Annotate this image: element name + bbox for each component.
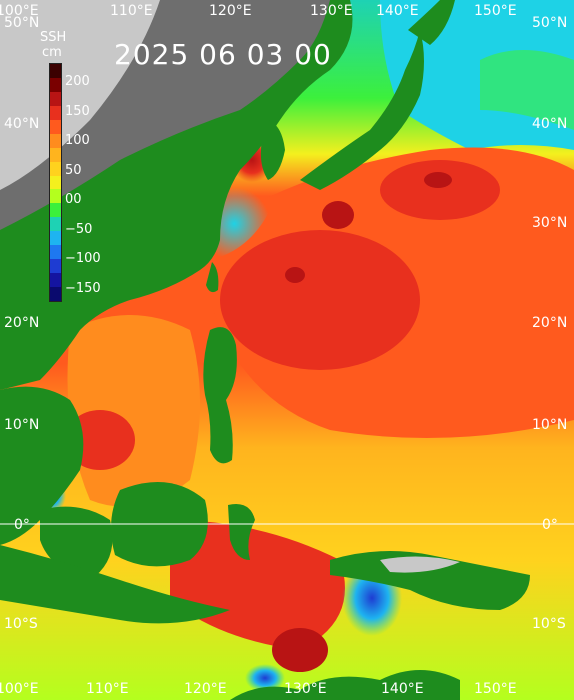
- colorbar-swatch: [50, 217, 61, 232]
- eddy-hot-1: [322, 201, 354, 229]
- scs-ocean: [67, 315, 200, 507]
- subarctic-green: [480, 50, 574, 130]
- lon-label-top-130e: 130°E: [310, 3, 353, 19]
- lat-label-right-10n: 10°N: [532, 417, 568, 433]
- lon-label-bottom-120e: 120°E: [184, 681, 227, 697]
- colorbar: [49, 63, 62, 302]
- colorbar-swatch: [50, 105, 61, 121]
- colorbar-tick-label: −50: [65, 221, 93, 237]
- lon-label-top-140e: 140°E: [376, 3, 419, 19]
- lon-label-top-150e: 150°E: [474, 3, 517, 19]
- colorbar-tick-label: −100: [65, 251, 101, 266]
- banda-hot-core: [272, 628, 328, 672]
- colorbar-unit: cm: [42, 45, 62, 60]
- lon-label-top-120e: 120°E: [209, 3, 252, 19]
- colorbar-tick-label: 100: [65, 133, 90, 148]
- lon-label-bottom-150e: 150°E: [474, 681, 517, 697]
- lon-label-top-100e: 100°E: [0, 3, 39, 19]
- sulawesi: [228, 504, 255, 560]
- hokkaido: [408, 0, 455, 45]
- colorbar-swatch: [50, 147, 61, 163]
- lat-label-left-50n: 50°N: [4, 15, 40, 31]
- colorbar-swatch: [50, 287, 61, 302]
- eddy-hot-3: [424, 172, 452, 188]
- banda-warm: [170, 520, 345, 650]
- colorbar-swatch: [50, 161, 61, 177]
- warm-core-1: [220, 230, 420, 370]
- lon-label-bottom-100e: 100°E: [0, 681, 39, 697]
- new-guinea-highlands: [380, 556, 460, 573]
- colorbar-swatch: [50, 231, 61, 246]
- new-guinea: [330, 551, 530, 610]
- eddy-hot-2: [285, 267, 305, 283]
- lon-label-bottom-130e: 130°E: [284, 681, 327, 697]
- colorbar-swatch: [50, 133, 61, 149]
- colorbar-swatch: [50, 77, 61, 93]
- lon-label-bottom-140e: 140°E: [381, 681, 424, 697]
- colorbar-tick-label: 150: [65, 103, 90, 119]
- australia-north: [230, 670, 460, 700]
- colorbar-tick-label: 00: [65, 192, 82, 207]
- colorbar-swatch: [50, 119, 61, 135]
- lat-label-right-30n: 30°N: [532, 215, 568, 231]
- colorbar-swatch: [50, 273, 61, 288]
- colorbar-tick-label: 200: [65, 74, 90, 89]
- lat-label-left-0: 0°: [14, 517, 30, 533]
- colorbar-swatch: [50, 203, 61, 218]
- colorbar-swatch: [50, 175, 61, 190]
- colorbar-swatch: [50, 64, 61, 79]
- lon-label-bottom-110e: 110°E: [86, 681, 129, 697]
- indochina: [0, 386, 84, 545]
- lat-label-left-10n: 10°N: [4, 417, 40, 433]
- colorbar-tick-label: 50: [65, 162, 82, 178]
- colorbar-swatch: [50, 259, 61, 274]
- japan: [300, 30, 424, 190]
- lat-label-right-40n: 40°N: [532, 116, 568, 132]
- warm-core-2: [380, 160, 500, 220]
- philippines: [203, 327, 237, 464]
- lat-label-left-10s: 10°S: [4, 616, 38, 632]
- sumatra-java: [0, 545, 230, 624]
- lat-label-right-50n: 50°N: [532, 15, 568, 31]
- lat-label-right-10s: 10°S: [532, 616, 566, 632]
- lat-label-right-20n: 20°N: [532, 315, 568, 331]
- colorbar-swatch: [50, 245, 61, 260]
- korea: [260, 120, 285, 180]
- colorbar-swatch: [50, 189, 61, 204]
- asia-mountain: [0, 0, 160, 190]
- colorbar-tick-label: −150: [65, 280, 101, 296]
- colorbar-swatch: [50, 91, 61, 107]
- colorbar-title: SSH: [40, 30, 67, 45]
- lat-label-left-40n: 40°N: [4, 116, 40, 132]
- taiwan: [206, 262, 219, 293]
- lon-label-top-110e: 110°E: [110, 3, 153, 19]
- map-title: 2025 06 03 00: [114, 38, 332, 71]
- eddy-cold-south: [245, 664, 285, 692]
- lat-label-right-0: 0°: [542, 517, 558, 533]
- lat-label-left-20n: 20°N: [4, 315, 40, 331]
